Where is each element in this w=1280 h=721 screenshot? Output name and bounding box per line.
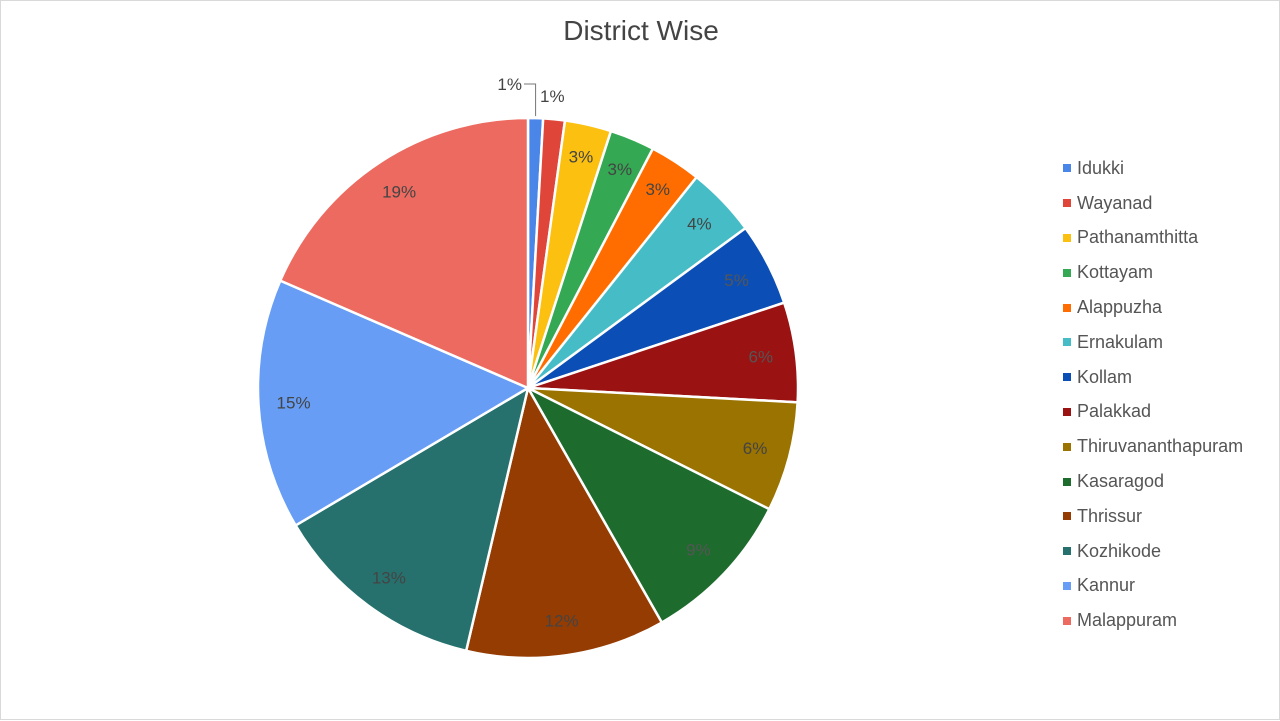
slice-label-thrissur: 12% bbox=[545, 611, 579, 630]
chart-legend: Idukki Wayanad Pathanamthitta Kottayam Alapp… bbox=[1063, 151, 1243, 638]
legend-label: Kozhikode bbox=[1077, 540, 1162, 561]
legend-swatch bbox=[1063, 338, 1071, 347]
legend-swatch bbox=[1063, 477, 1071, 486]
legend-item-kottayam: Kottayam bbox=[1063, 255, 1243, 290]
legend-item-kannur: Kannur bbox=[1063, 569, 1243, 604]
pie-slice-malappuram bbox=[278, 116, 530, 390]
slice-label-thiruvananthapuram: 6% bbox=[743, 439, 768, 458]
legend-label: Kasaragod bbox=[1077, 471, 1165, 492]
legend-item-thiruvananthapuram: Thiruvananthapuram bbox=[1063, 429, 1243, 464]
legend-label: Kannur bbox=[1077, 575, 1136, 596]
legend-item-kasaragod: Kasaragod bbox=[1063, 464, 1243, 499]
legend-label: Pathanamthitta bbox=[1077, 227, 1199, 248]
chart-title: District Wise bbox=[563, 15, 719, 46]
legend-swatch bbox=[1063, 581, 1071, 590]
legend-label: Kollam bbox=[1077, 366, 1133, 387]
legend-swatch bbox=[1063, 547, 1071, 556]
legend-swatch bbox=[1063, 268, 1071, 277]
legend-swatch bbox=[1063, 199, 1071, 208]
slice-label-kannur: 15% bbox=[277, 394, 311, 413]
pie-slice-kasaragod bbox=[524, 385, 771, 625]
legend-item-palakkad: Palakkad bbox=[1063, 395, 1243, 430]
legend-label: Idukki bbox=[1077, 157, 1125, 178]
pie-slice-kozhikode bbox=[293, 385, 530, 653]
legend-item-malappuram: Malappuram bbox=[1063, 603, 1243, 638]
legend-item-alappuzha: Alappuzha bbox=[1063, 290, 1243, 325]
legend-swatch bbox=[1063, 407, 1071, 416]
legend-label: Alappuzha bbox=[1077, 297, 1163, 318]
legend-item-ernakulam: Ernakulam bbox=[1063, 325, 1243, 360]
legend-swatch bbox=[1063, 616, 1071, 625]
leader-line-idukki bbox=[524, 83, 537, 117]
legend-swatch bbox=[1063, 442, 1071, 451]
slice-label-palakkad: 6% bbox=[748, 348, 773, 367]
slice-label-kollam: 5% bbox=[724, 271, 749, 290]
legend-label: Malappuram bbox=[1077, 610, 1178, 631]
legend-item-kollam: Kollam bbox=[1063, 360, 1243, 395]
legend-item-idukki: Idukki bbox=[1063, 151, 1243, 186]
legend-swatch bbox=[1063, 512, 1071, 521]
legend-swatch bbox=[1063, 303, 1071, 312]
slice-label-kasaragod: 9% bbox=[686, 541, 711, 560]
legend-item-kozhikode: Kozhikode bbox=[1063, 534, 1243, 569]
legend-label: Thiruvananthapuram bbox=[1077, 436, 1244, 457]
slice-label-wayanad: 1% bbox=[540, 87, 565, 106]
legend-item-wayanad: Wayanad bbox=[1063, 186, 1243, 221]
pie-slice-kannur bbox=[256, 278, 531, 528]
legend-label: Ernakulam bbox=[1077, 331, 1164, 352]
slice-label-malappuram: 19% bbox=[382, 183, 416, 202]
legend-label: Thrissur bbox=[1077, 505, 1143, 526]
pie-slice-thiruvananthapuram bbox=[527, 386, 799, 511]
pie-slice-thrissur bbox=[464, 384, 664, 660]
legend-item-pathanamthitta: Pathanamthitta bbox=[1063, 221, 1243, 256]
legend-label: Kottayam bbox=[1077, 262, 1154, 283]
legend-label: Palakkad bbox=[1077, 401, 1152, 422]
legend-swatch bbox=[1063, 233, 1071, 242]
slice-label-ernakulam: 4% bbox=[687, 214, 712, 233]
legend-swatch bbox=[1063, 164, 1071, 173]
legend-swatch bbox=[1063, 373, 1071, 382]
slice-label-kozhikode: 13% bbox=[372, 568, 406, 587]
slice-label-kottayam: 3% bbox=[607, 160, 632, 179]
legend-label: Wayanad bbox=[1077, 192, 1153, 213]
slice-label-alappuzha: 3% bbox=[645, 180, 670, 199]
slice-label-idukki: 1% bbox=[497, 75, 522, 94]
legend-item-thrissur: Thrissur bbox=[1063, 499, 1243, 534]
slice-label-pathanamthitta: 3% bbox=[569, 147, 594, 166]
